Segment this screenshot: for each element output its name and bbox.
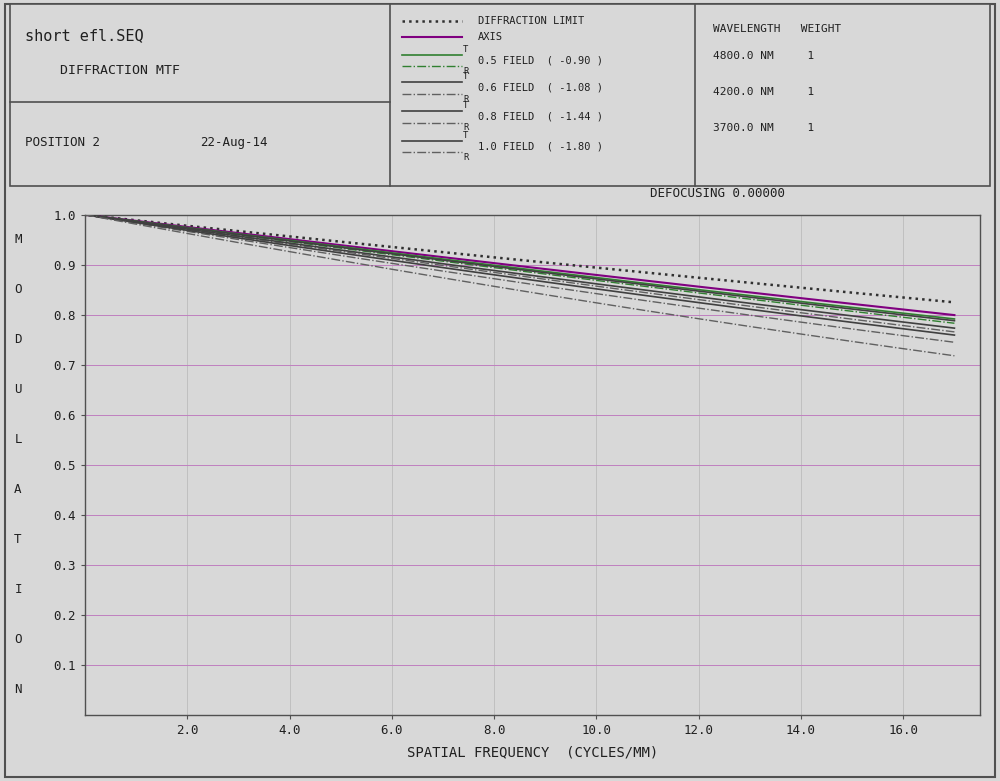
Text: L: L <box>14 433 22 446</box>
Text: T: T <box>463 72 468 81</box>
Text: R: R <box>463 153 468 162</box>
Text: A: A <box>14 483 22 496</box>
Text: T: T <box>14 533 22 546</box>
Text: R: R <box>463 67 468 77</box>
Text: POSITION 2: POSITION 2 <box>25 136 100 148</box>
Text: DEFOCUSING 0.00000: DEFOCUSING 0.00000 <box>650 187 785 200</box>
Text: 4200.0 NM     1: 4200.0 NM 1 <box>713 87 814 97</box>
Text: D: D <box>14 333 22 346</box>
Text: O: O <box>14 284 22 296</box>
Text: T: T <box>463 101 468 110</box>
Text: 1.0 FIELD  ( -1.80 ): 1.0 FIELD ( -1.80 ) <box>478 141 603 152</box>
Text: 0.5 FIELD  ( -0.90 ): 0.5 FIELD ( -0.90 ) <box>478 55 603 66</box>
Text: DIFFRACTION LIMIT: DIFFRACTION LIMIT <box>478 16 584 26</box>
Text: 4800.0 NM     1: 4800.0 NM 1 <box>713 52 814 61</box>
Text: R: R <box>463 123 468 133</box>
Text: T: T <box>463 130 468 140</box>
Text: U: U <box>14 383 22 396</box>
Text: N: N <box>14 683 22 696</box>
Text: I: I <box>14 583 22 596</box>
X-axis label: SPATIAL FREQUENCY  (CYCLES/MM): SPATIAL FREQUENCY (CYCLES/MM) <box>407 745 658 759</box>
Text: O: O <box>14 633 22 646</box>
Text: M: M <box>14 234 22 246</box>
Text: 0.8 FIELD  ( -1.44 ): 0.8 FIELD ( -1.44 ) <box>478 112 603 122</box>
Text: WAVELENGTH   WEIGHT: WAVELENGTH WEIGHT <box>713 24 841 34</box>
Text: T: T <box>463 45 468 54</box>
Text: R: R <box>463 95 468 104</box>
Text: AXIS: AXIS <box>478 32 503 41</box>
Text: 3700.0 NM     1: 3700.0 NM 1 <box>713 123 814 133</box>
Text: short efl.SEQ: short efl.SEQ <box>25 27 144 43</box>
Text: 22-Aug-14: 22-Aug-14 <box>200 136 268 148</box>
Text: DIFFRACTION MTF: DIFFRACTION MTF <box>60 64 180 77</box>
Text: 0.6 FIELD  ( -1.08 ): 0.6 FIELD ( -1.08 ) <box>478 83 603 93</box>
